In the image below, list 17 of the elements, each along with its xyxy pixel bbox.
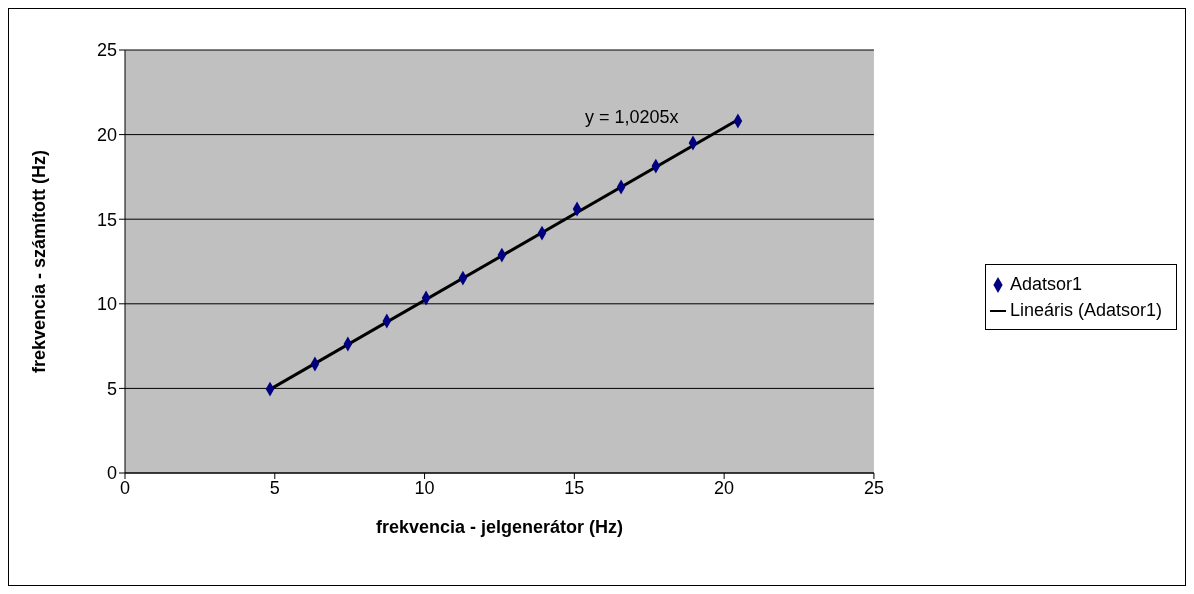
x-tick-label: 5 (269, 477, 280, 498)
y-axis-title: frekvencia - számított (Hz) (29, 149, 50, 374)
x-axis-title: frekvencia - jelgenerátor (Hz) (375, 517, 624, 537)
legend-label: Adatsor1 (1009, 274, 1082, 294)
x-tick-label: 25 (863, 477, 884, 498)
y-tick-label: 25 (96, 40, 117, 61)
y-tick-label: 5 (106, 378, 117, 399)
x-tick-label: 20 (714, 477, 735, 498)
x-tick-label: 15 (564, 477, 585, 498)
y-tick-label: 15 (96, 209, 117, 230)
y-tick-label: 20 (96, 124, 117, 145)
y-tick-label: 0 (106, 463, 117, 484)
annotation: y = 1,0205x (585, 107, 679, 128)
x-tick-label: 10 (414, 477, 435, 498)
x-tick-label: 0 (119, 477, 131, 498)
legend-label: Lineáris (Adatsor1) (1009, 300, 1162, 320)
y-tick-label: 10 (96, 294, 117, 315)
